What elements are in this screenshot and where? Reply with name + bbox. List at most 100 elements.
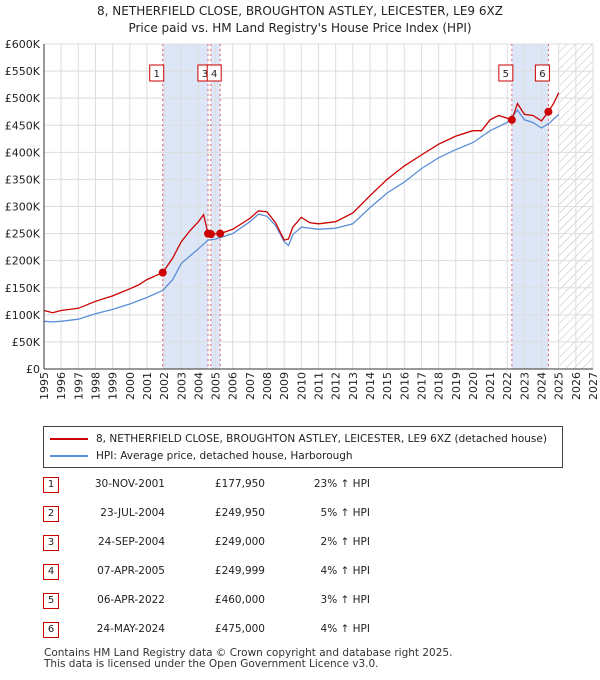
sale-hpi-change: 4% ↑ HPI	[320, 623, 370, 635]
y-tick-label: £450K	[5, 119, 41, 132]
x-tick-label: 2007	[244, 372, 257, 400]
x-tick-label: 1995	[38, 372, 51, 400]
sale-date: 24-SEP-2004	[97, 536, 165, 548]
x-tick-label: 2021	[484, 372, 497, 400]
sale-point	[507, 115, 516, 124]
x-tick-label: 2024	[536, 372, 549, 400]
x-tick-label: 2013	[347, 372, 360, 400]
y-tick-label: £400K	[5, 146, 41, 159]
y-tick-label: £100K	[5, 309, 41, 322]
sale-date: 24-MAY-2024	[96, 623, 165, 635]
series-line-property	[43, 92, 560, 314]
sale-label-box	[498, 64, 514, 82]
sale-label-text: 6	[539, 69, 545, 80]
x-tick-label: 2011	[313, 372, 326, 400]
table-row: 4 07-APR-2005 £249,999 4% ↑ HPI	[0, 561, 600, 583]
sale-price: £475,000	[214, 623, 265, 635]
legend-item-property: 8, NETHERFIELD CLOSE, BROUGHTON ASTLEY, …	[50, 431, 547, 447]
y-tick-label: £300K	[5, 201, 41, 214]
sale-label-text: 4	[211, 69, 217, 80]
legend: 8, NETHERFIELD CLOSE, BROUGHTON ASTLEY, …	[43, 426, 563, 468]
table-row: 2 23-JUL-2004 £249,950 5% ↑ HPI	[0, 503, 600, 525]
price-chart: 8, NETHERFIELD CLOSE, BROUGHTON ASTLEY, …	[5, 4, 600, 400]
table-row: 6 24-MAY-2024 £475,000 4% ↑ HPI	[0, 619, 600, 641]
sale-hpi-change: 3% ↑ HPI	[320, 594, 370, 606]
sale-number: 5	[43, 593, 59, 609]
x-tick-label: 1997	[72, 372, 85, 400]
x-tick-label: 2010	[295, 372, 308, 400]
series-line-hpi	[43, 109, 560, 323]
sale-hpi-change: 23% ↑ HPI	[313, 478, 370, 490]
x-tick-label: 2026	[570, 372, 583, 400]
sale-hpi-change: 5% ↑ HPI	[320, 507, 370, 519]
x-tick-label: 2004	[192, 372, 205, 400]
x-tick-label: 2005	[210, 372, 223, 400]
x-tick-label: 2025	[553, 372, 566, 400]
sale-number: 2	[43, 506, 59, 522]
x-tick-label: 2003	[175, 372, 188, 400]
sale-date: 30-NOV-2001	[94, 478, 165, 490]
x-tick-label: 2027	[587, 372, 600, 400]
sale-number: 6	[43, 622, 59, 638]
y-tick-label: £200K	[5, 255, 41, 268]
y-tick-label: £350K	[5, 173, 41, 186]
table-row: 1 30-NOV-2001 £177,950 23% ↑ HPI	[0, 474, 600, 496]
x-tick-label: 2022	[501, 372, 514, 400]
sale-number: 1	[43, 477, 59, 493]
sale-number: 4	[43, 564, 59, 580]
sale-label-box	[534, 64, 550, 82]
sale-hpi-change: 4% ↑ HPI	[320, 565, 370, 577]
sale-label: 6	[534, 64, 550, 82]
sale-label-text: 1	[154, 69, 160, 80]
sale-date: 06-APR-2022	[97, 594, 165, 606]
x-tick-label: 1999	[107, 372, 120, 400]
sale-price: £249,000	[214, 536, 265, 548]
footer-copyright: Contains HM Land Registry data © Crown c…	[44, 647, 453, 659]
sale-price: £249,999	[214, 565, 265, 577]
sale-date: 07-APR-2005	[97, 565, 165, 577]
x-tick-label: 2014	[364, 372, 377, 400]
x-tick-label: 2002	[158, 372, 171, 400]
legend-swatch-red	[50, 438, 88, 440]
sale-price: £177,950	[214, 478, 265, 490]
sale-label: 5	[498, 64, 514, 82]
legend-label-hpi: HPI: Average price, detached house, Harb…	[96, 450, 353, 462]
x-tick-label: 1998	[89, 372, 102, 400]
table-row: 5 06-APR-2022 £460,000 3% ↑ HPI	[0, 590, 600, 612]
sale-hpi-change: 2% ↑ HPI	[320, 536, 370, 548]
legend-label-property: 8, NETHERFIELD CLOSE, BROUGHTON ASTLEY, …	[96, 433, 547, 445]
table-row: 3 24-SEP-2004 £249,000 2% ↑ HPI	[0, 532, 600, 554]
sale-point	[158, 268, 167, 277]
legend-swatch-blue	[50, 455, 88, 457]
x-tick-label: 2001	[141, 372, 154, 400]
sale-label: 1	[149, 64, 165, 82]
x-tick-label: 2017	[415, 372, 428, 400]
x-tick-label: 2020	[467, 372, 480, 400]
x-tick-label: 1996	[55, 372, 68, 400]
footer: Contains HM Land Registry data © Crown c…	[44, 648, 452, 670]
y-tick-label: £150K	[5, 282, 41, 295]
sale-label-text: 5	[503, 69, 509, 80]
chart-title: 8, NETHERFIELD CLOSE, BROUGHTON ASTLEY, …	[97, 4, 503, 18]
x-tick-label: 2018	[433, 372, 446, 400]
x-tick-label: 2009	[278, 372, 291, 400]
legend-item-hpi: HPI: Average price, detached house, Harb…	[50, 448, 353, 464]
sale-price: £249,950	[214, 507, 265, 519]
y-tick-label: £50K	[12, 336, 41, 349]
y-tick-label: £250K	[5, 228, 41, 241]
x-tick-label: 2019	[450, 372, 463, 400]
sale-point	[206, 230, 215, 239]
y-tick-label: £0	[26, 363, 40, 376]
x-tick-label: 2015	[381, 372, 394, 400]
y-tick-label: £600K	[5, 38, 41, 51]
footer-licence: This data is licensed under the Open Gov…	[44, 658, 379, 670]
sale-date: 23-JUL-2004	[100, 507, 165, 519]
y-tick-label: £550K	[5, 65, 41, 78]
x-tick-label: 2012	[330, 372, 343, 400]
x-tick-label: 2000	[124, 372, 137, 400]
sale-label-text: 3	[202, 69, 208, 80]
sale-label: 4	[206, 64, 222, 82]
sale-number: 3	[43, 535, 59, 551]
x-tick-label: 2008	[261, 372, 274, 400]
chart-subtitle: Price paid vs. HM Land Registry's House …	[128, 21, 471, 35]
